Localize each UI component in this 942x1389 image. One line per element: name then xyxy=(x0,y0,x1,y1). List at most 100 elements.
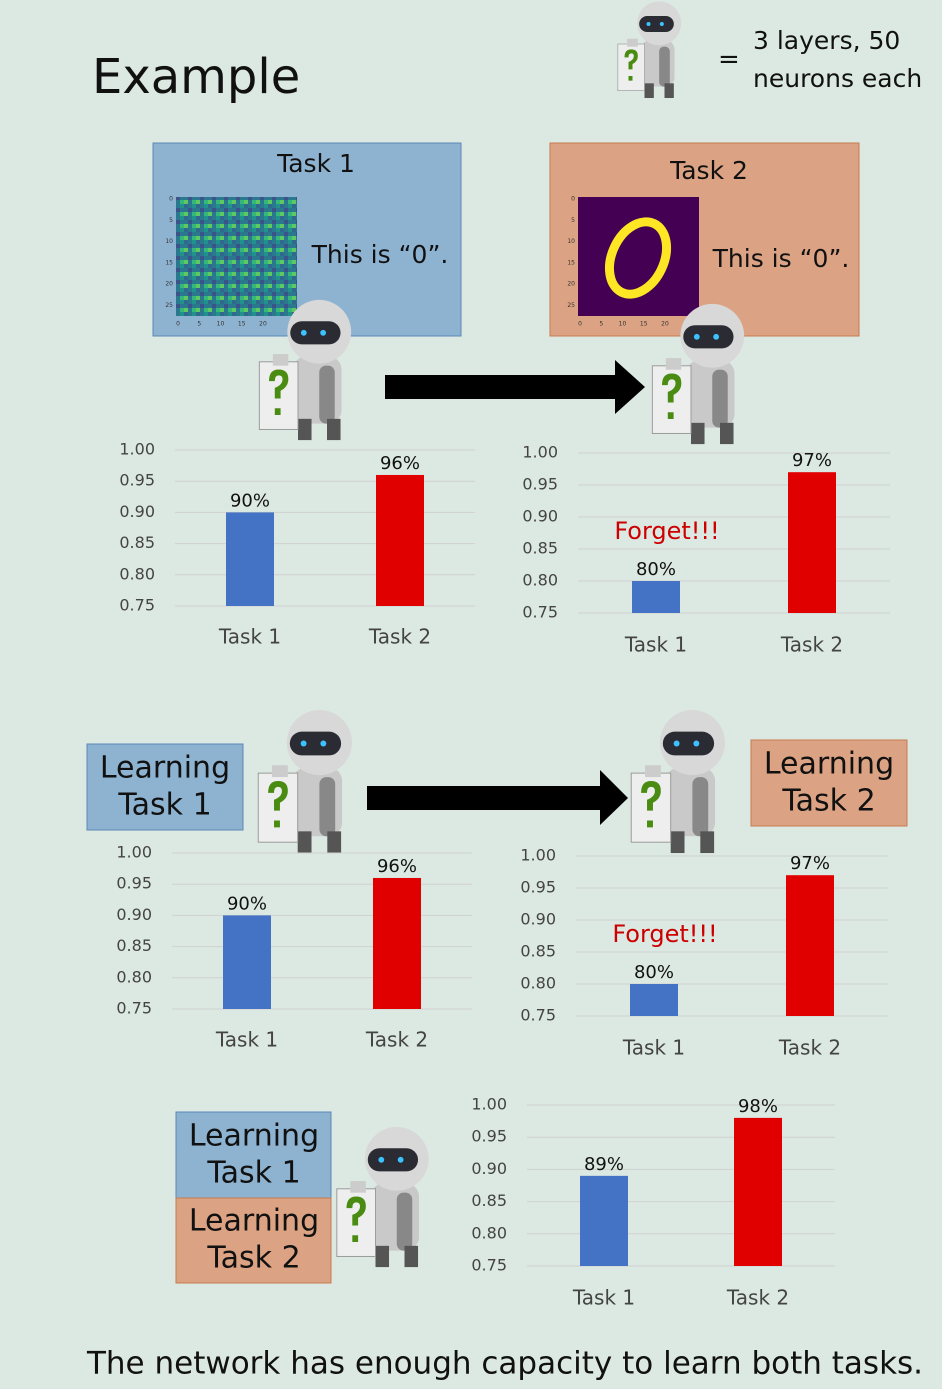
y-tick-label: 0.90 xyxy=(520,910,556,929)
y-tick-label: 0.85 xyxy=(520,942,556,961)
learning-box xyxy=(86,743,244,831)
robot-icon xyxy=(617,0,682,99)
category-label: Task 2 xyxy=(780,633,843,657)
bar xyxy=(373,877,421,1009)
y-tick-label: 0.90 xyxy=(116,905,152,924)
y-tick-label: 0.95 xyxy=(520,878,556,897)
box-text: Task 2 xyxy=(781,784,875,819)
image-tick-label: 25 xyxy=(567,302,575,309)
category-label: Task 1 xyxy=(622,1036,685,1060)
image-tick-label: 5 xyxy=(571,217,575,224)
category-label: Task 1 xyxy=(215,1028,278,1052)
image-tick-label: 0 xyxy=(176,321,180,328)
y-tick-label: 0.75 xyxy=(471,1256,507,1275)
box-text: Learning xyxy=(764,747,894,782)
panel-caption: This is “0”. xyxy=(311,240,449,269)
image-tick-label: 5 xyxy=(599,321,603,328)
annotation: Forget!!! xyxy=(614,517,719,545)
y-tick-label: 1.00 xyxy=(116,843,152,862)
image-tick-label: 20 xyxy=(567,281,575,288)
value-label: 90% xyxy=(230,490,270,511)
arrow xyxy=(385,360,645,414)
y-tick-label: 0.75 xyxy=(522,603,558,622)
value-label: 89% xyxy=(584,1154,624,1175)
category-label: Task 2 xyxy=(726,1286,789,1310)
image-tick-label: 20 xyxy=(661,321,669,328)
y-tick-label: 0.95 xyxy=(119,471,155,490)
y-tick-label: 0.90 xyxy=(119,502,155,521)
value-label: 90% xyxy=(227,893,267,914)
y-tick-label: 1.00 xyxy=(520,846,556,865)
y-tick-label: 1.00 xyxy=(522,443,558,462)
image-tick-label: 20 xyxy=(259,321,267,328)
y-tick-label: 0.95 xyxy=(116,874,152,893)
bar xyxy=(632,581,680,613)
y-tick-label: 0.75 xyxy=(520,1006,556,1025)
y-tick-label: 0.85 xyxy=(471,1191,507,1210)
footer-text: The network has enough capacity to learn… xyxy=(86,1346,923,1382)
image-tick-label: 0 xyxy=(578,321,582,328)
image-tick-label: 20 xyxy=(165,281,173,288)
image-tick-label: 15 xyxy=(567,259,575,266)
image-tick-label: 15 xyxy=(640,321,648,328)
bar xyxy=(630,984,678,1016)
slide-title: Example xyxy=(92,49,300,105)
y-tick-label: 0.75 xyxy=(116,999,152,1018)
box-text: Learning xyxy=(189,1119,319,1154)
value-label: 98% xyxy=(738,1096,778,1117)
value-label: 96% xyxy=(377,856,417,877)
robot xyxy=(257,709,353,854)
clean-digit-image xyxy=(578,197,699,316)
box-text: Task 1 xyxy=(117,788,211,823)
y-tick-label: 0.95 xyxy=(522,475,558,494)
bar xyxy=(376,474,424,606)
annotation: Forget!!! xyxy=(612,920,717,948)
image-tick-label: 0 xyxy=(169,196,173,203)
image-tick-label: 10 xyxy=(165,238,173,245)
bar xyxy=(734,1117,782,1266)
image-tick-label: 10 xyxy=(619,321,627,328)
image-tick-label: 25 xyxy=(165,302,173,309)
robot xyxy=(336,1126,430,1268)
image-tick-label: 15 xyxy=(165,259,173,266)
y-tick-label: 0.80 xyxy=(471,1223,507,1242)
box-text: Learning xyxy=(189,1204,319,1239)
image-tick-label: 10 xyxy=(567,238,575,245)
image-tick-label: 5 xyxy=(197,321,201,328)
category-label: Task 1 xyxy=(218,625,281,649)
digit-stroke xyxy=(604,217,672,299)
image-tick-label: 10 xyxy=(217,321,225,328)
y-tick-label: 0.80 xyxy=(119,564,155,583)
image-tick-label: 0 xyxy=(571,196,575,203)
y-tick-label: 0.85 xyxy=(119,533,155,552)
y-tick-label: 0.95 xyxy=(471,1127,507,1146)
category-label: Task 1 xyxy=(624,633,687,657)
robot xyxy=(630,709,726,854)
learning-box xyxy=(750,739,908,827)
y-tick-label: 0.80 xyxy=(520,974,556,993)
noisy-digit-image xyxy=(176,197,297,316)
box-text: Task 1 xyxy=(206,1156,300,1191)
y-tick-label: 0.80 xyxy=(116,967,152,986)
image-tick-label: 15 xyxy=(238,321,246,328)
value-label: 80% xyxy=(634,962,674,983)
legend-line: 3 layers, 50 xyxy=(753,26,900,55)
category-label: Task 2 xyxy=(365,1028,428,1052)
image-tick-label: 5 xyxy=(169,217,173,224)
y-tick-label: 1.00 xyxy=(119,440,155,459)
value-label: 80% xyxy=(636,559,676,580)
y-tick-label: 0.75 xyxy=(119,596,155,615)
value-label: 97% xyxy=(792,450,832,471)
box-text: Learning xyxy=(100,751,230,786)
category-label: Task 1 xyxy=(572,1286,635,1310)
value-label: 96% xyxy=(380,453,420,474)
legend-line: neurons each xyxy=(753,64,922,93)
box-text: Task 2 xyxy=(206,1241,300,1276)
y-tick-label: 1.00 xyxy=(471,1095,507,1114)
y-tick-label: 0.90 xyxy=(471,1159,507,1178)
y-tick-label: 0.90 xyxy=(522,507,558,526)
panel-title: Task 2 xyxy=(669,156,748,185)
learning-box xyxy=(175,1197,332,1284)
